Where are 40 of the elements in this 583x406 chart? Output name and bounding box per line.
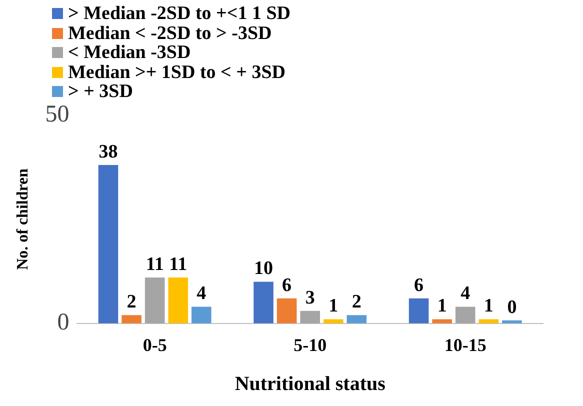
x-axis-title: Nutritional status [234,373,386,396]
legend-label: < Median -3SD [68,42,191,63]
bar [323,319,344,324]
bar [276,298,297,324]
data-label: 2 [126,291,136,312]
bar [122,315,142,324]
data-label: 1 [437,296,447,317]
data-label: 4 [196,283,207,304]
x-tick-label: 10-15 [444,334,486,355]
data-label: 3 [305,287,315,308]
data-label: 2 [352,291,362,312]
bar [300,310,320,324]
data-label: 11 [146,254,164,275]
legend-label: Median < -2SD to > -3SD [68,22,272,44]
bar [144,278,165,324]
data-label: 1 [484,296,494,317]
x-tick-label: 0-5 [142,334,167,355]
bar [408,298,429,324]
x-tick-label: 5-10 [294,334,327,355]
data-label: 0 [507,296,517,318]
bar [432,319,452,324]
bar [254,282,274,324]
bar [346,315,367,324]
data-label: 1 [328,296,338,317]
data-label: 10 [254,258,274,280]
y-axis-title: No. of children [14,168,32,270]
data-label: 38 [98,141,118,162]
data-label: 6 [282,274,292,296]
y-tick-label: 50 [45,101,70,128]
legend-label: > Median -2SD to +<1 1 SD [68,3,290,24]
data-label: 11 [169,254,188,275]
bar [478,319,499,324]
data-label: 6 [414,274,424,296]
legend-label: > + 3SD [68,81,133,102]
bar [192,306,212,324]
bar [98,165,118,324]
data-label: 4 [460,283,471,304]
bar [455,306,476,324]
bar [168,278,188,324]
legend-label: Median >+ 1SD to < + 3SD [68,62,286,82]
